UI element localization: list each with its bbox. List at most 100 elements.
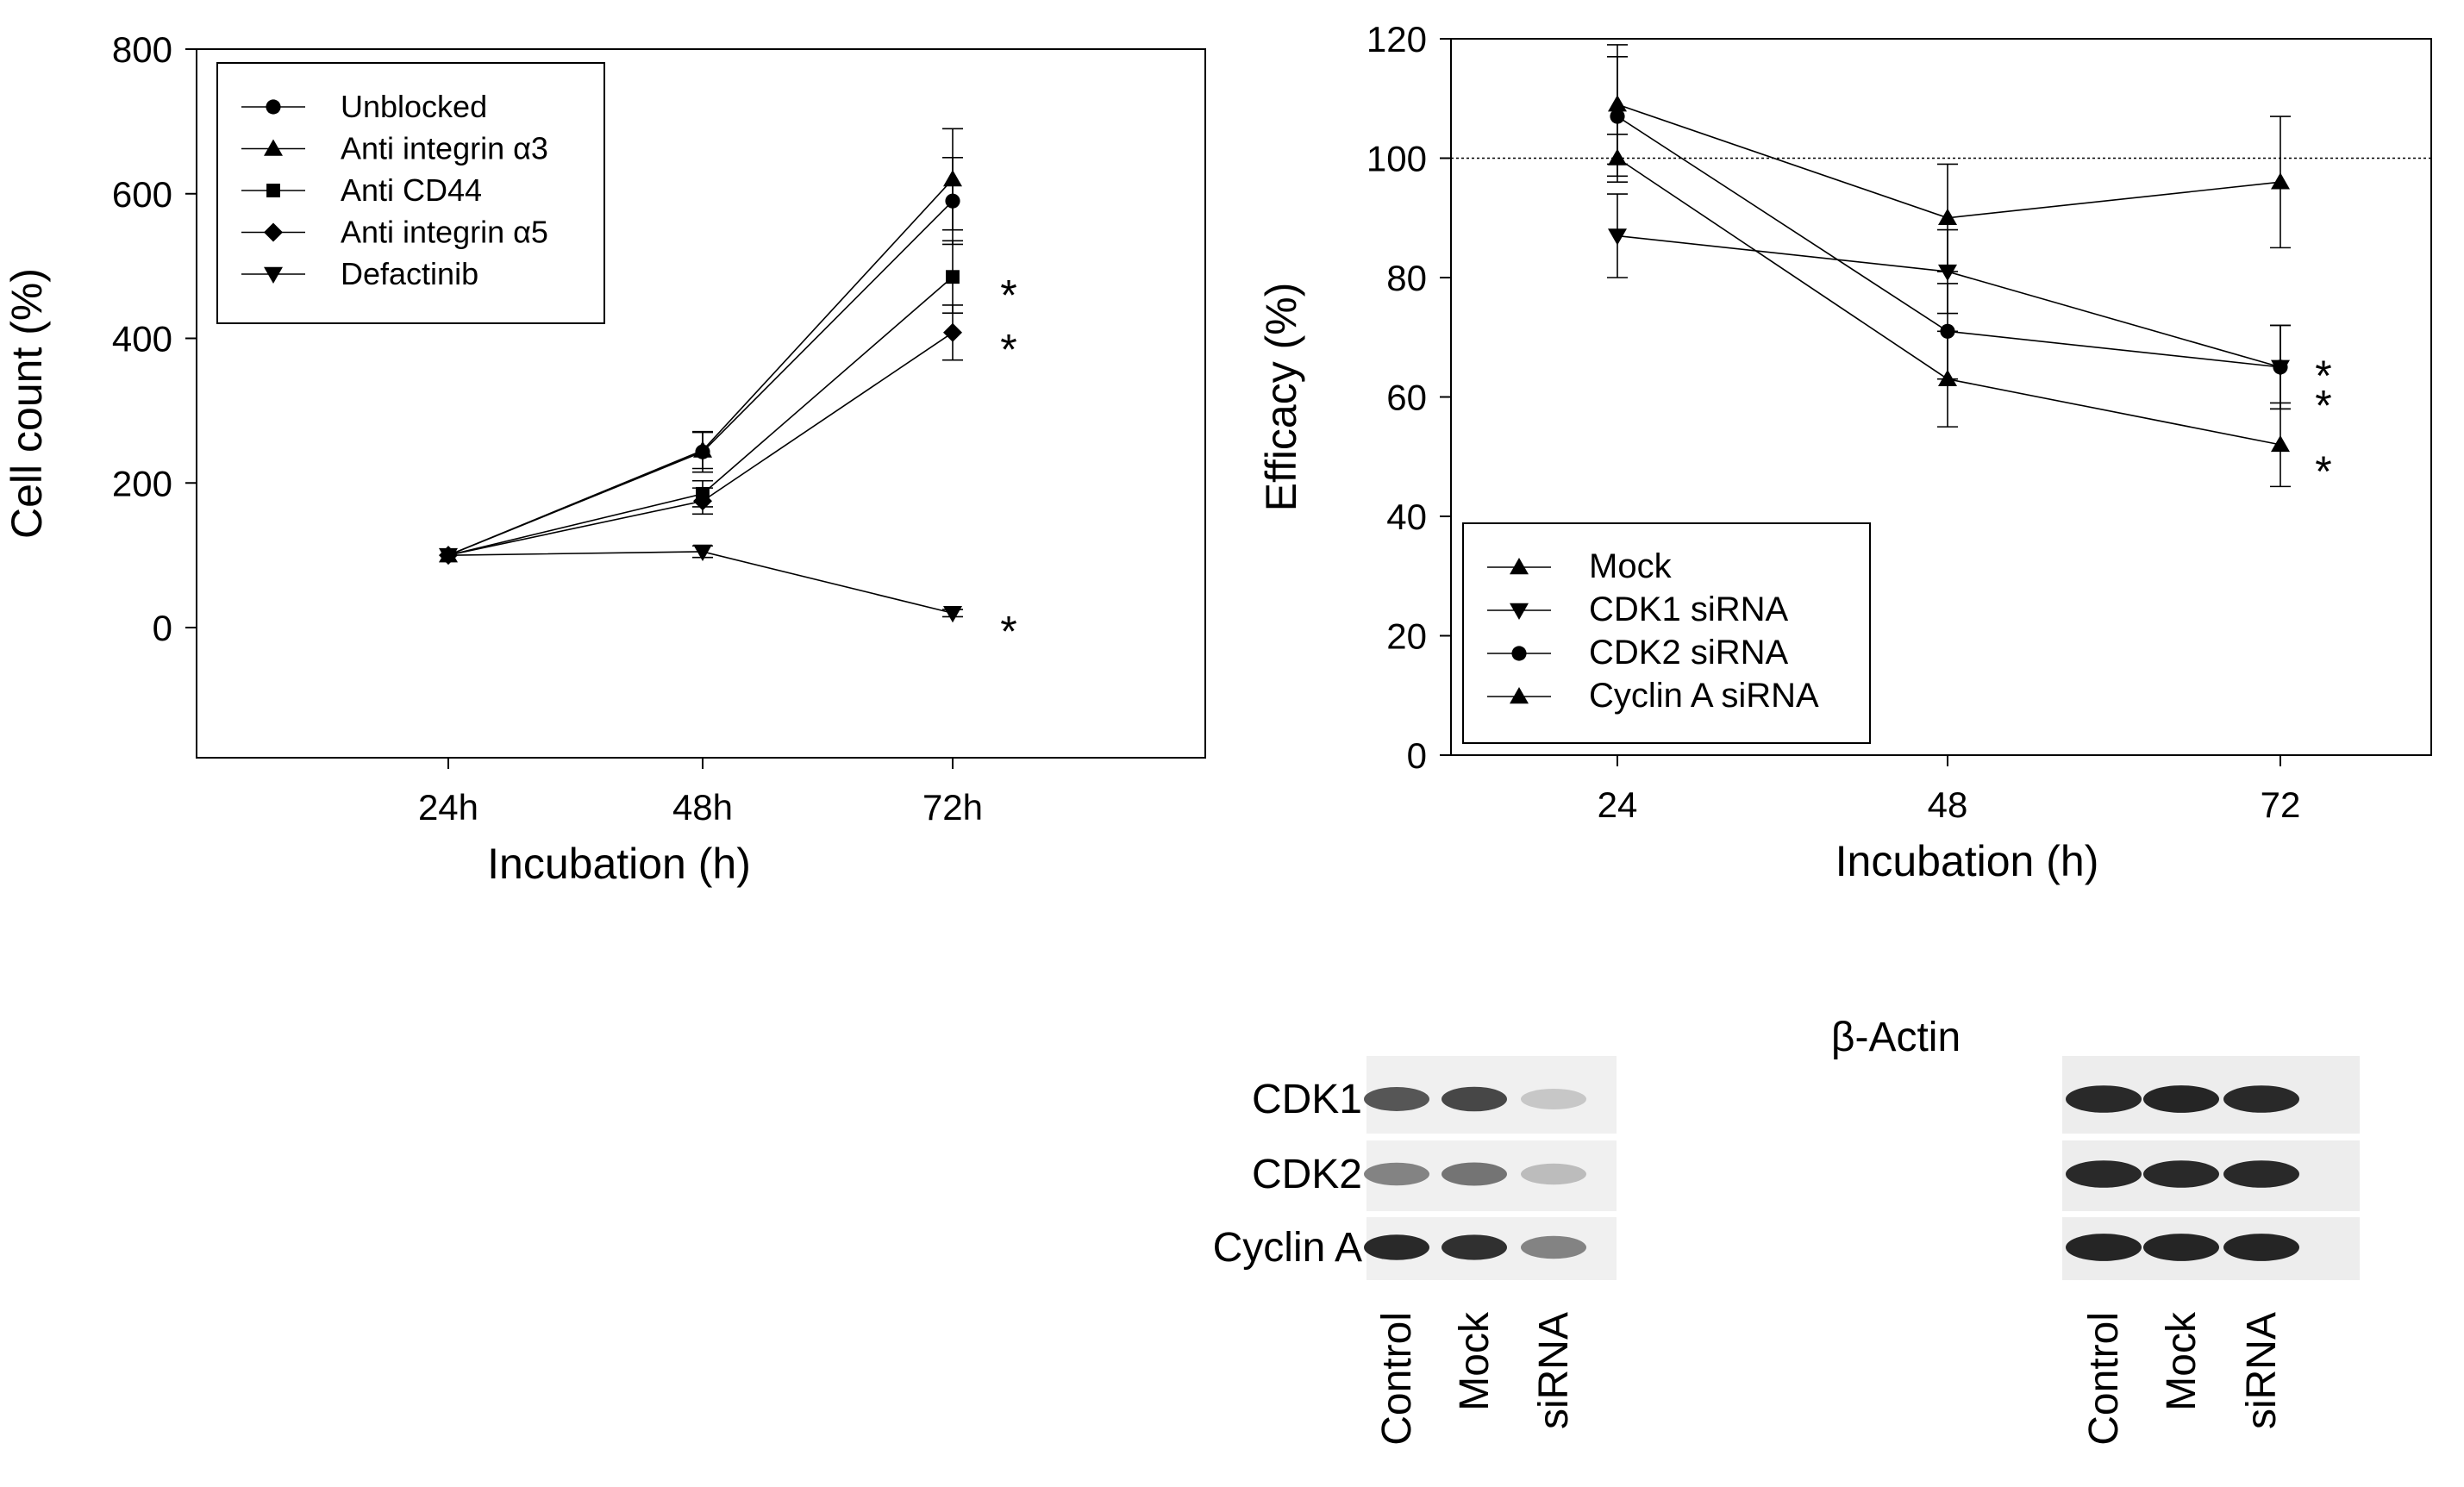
- y-axis-label: Efficacy (%): [1257, 283, 1305, 512]
- data-point: [2273, 359, 2288, 375]
- x-tick-label: 48: [1928, 784, 1968, 825]
- data-point: [439, 547, 458, 565]
- y-tick-label: 60: [1386, 378, 1427, 418]
- legend-marker: [264, 222, 283, 242]
- blot-band-target: [1521, 1163, 1586, 1185]
- blot-band-target: [1521, 1235, 1586, 1259]
- data-point: [693, 440, 712, 458]
- blot-band-actin: [2223, 1160, 2299, 1188]
- series-line: [447, 551, 954, 615]
- y-tick-label: 400: [112, 319, 172, 359]
- y-tick-label: 200: [112, 463, 172, 503]
- significance-star: *: [1000, 607, 1016, 655]
- blot-lane-label: Mock: [1452, 1311, 1498, 1411]
- legend-label: Anti integrin α5: [341, 215, 548, 250]
- western-blot-panel: β-Actin CDK1 CDK2 Cyclin A Control Mock siRNA C…: [1213, 1015, 2360, 1446]
- legend-marker: [266, 184, 280, 197]
- x-axis-label: Incubation (h): [1835, 837, 2099, 885]
- data-point: [943, 322, 962, 342]
- legend-marker: [1510, 558, 1529, 575]
- data-point: [1938, 208, 1957, 225]
- blot-band-target: [1364, 1087, 1429, 1111]
- blot-band-target: [1521, 1089, 1586, 1109]
- y-tick-label: 100: [1366, 139, 1427, 179]
- chart-cell-count: 0 200 400 600 800 24h 48h 72h Incubation (h) Cell…: [3, 29, 1206, 888]
- legend-marker: [1510, 603, 1529, 620]
- x-tick-label: 72: [2261, 784, 2301, 825]
- blot-band-actin: [2066, 1160, 2142, 1188]
- data-point: [1608, 228, 1627, 246]
- x-tick-label: 24: [1598, 784, 1638, 825]
- x-axis-label: Incubation (h): [487, 840, 751, 888]
- blot-row-label: CDK1: [1252, 1077, 1362, 1122]
- blot-lane-label: siRNA: [1531, 1312, 1577, 1429]
- series-line: [447, 332, 954, 556]
- series-line: [1617, 234, 2281, 368]
- x-tick-label: 48h: [672, 787, 733, 828]
- legend-marker: [266, 99, 281, 115]
- y-tick-label: 120: [1366, 19, 1427, 59]
- blot-band-actin: [2066, 1085, 2142, 1113]
- blot-band-target: [1442, 1086, 1507, 1112]
- data-point: [1610, 109, 1625, 124]
- blot-band-target: [1442, 1162, 1507, 1186]
- blot-lane-label: Mock: [2159, 1311, 2204, 1411]
- data-point: [2271, 434, 2290, 453]
- legend-label: Unblocked: [341, 89, 487, 124]
- data-point: [943, 605, 962, 623]
- blot-band-actin: [2223, 1085, 2299, 1113]
- blot-lane-label: siRNA: [2239, 1312, 2285, 1429]
- data-point: [1608, 148, 1627, 166]
- series-line: [1617, 157, 2281, 446]
- data-point: [693, 544, 712, 561]
- legend-box: [1462, 522, 1871, 744]
- legend-marker: [1511, 646, 1527, 661]
- y-tick-label: 20: [1386, 616, 1427, 657]
- legend-label: Mock: [1589, 547, 1673, 585]
- blot-band-actin: [2143, 1160, 2219, 1188]
- y-tick-label: 40: [1386, 497, 1427, 537]
- series-line: [1617, 103, 2281, 219]
- x-tick-label: 72h: [922, 787, 983, 828]
- legend-marker: [1510, 687, 1529, 704]
- significance-star: *: [1000, 271, 1016, 319]
- x-tick-label: 24h: [418, 787, 478, 828]
- blot-band-actin: [2223, 1234, 2299, 1261]
- legend-label: Defactinib: [341, 256, 478, 291]
- blot-band-actin: [2066, 1234, 2142, 1261]
- blot-row-label: Cyclin A: [1213, 1225, 1362, 1271]
- y-tick-label: 600: [112, 174, 172, 215]
- significance-star: *: [2315, 352, 2331, 400]
- data-point: [943, 169, 962, 187]
- blot-band-target: [1364, 1234, 1429, 1260]
- legend-marker: [264, 266, 283, 284]
- data-point: [693, 491, 712, 511]
- significance-star: *: [2315, 447, 2331, 496]
- data-point: [2271, 172, 2290, 190]
- plot-frame: [196, 48, 1206, 759]
- data-point: [1938, 369, 1957, 386]
- significance-star: *: [1000, 325, 1016, 373]
- blot-row-label: CDK2: [1252, 1152, 1362, 1197]
- blot-band-actin: [2143, 1085, 2219, 1113]
- data-point: [946, 270, 960, 284]
- blot-band-target: [1364, 1162, 1429, 1186]
- data-point: [1938, 264, 1957, 282]
- legend-marker: [264, 139, 283, 156]
- significance-star: *: [2315, 382, 2331, 430]
- legend-label: Anti CD44: [341, 172, 482, 208]
- y-tick-label: 0: [153, 608, 172, 648]
- chart-efficacy: 0 20 40 60 80 100 120 24 48 72 Incubation (h) Effic…: [1257, 19, 2432, 885]
- y-tick-label: 800: [112, 29, 172, 70]
- blot-lane-label: Control: [1374, 1312, 1420, 1446]
- legend-label: CDK2 siRNA: [1589, 634, 1788, 672]
- legend-label: Anti integrin α3: [341, 131, 548, 166]
- blot-header: β-Actin: [1831, 1015, 1961, 1060]
- blot-band-target: [1442, 1234, 1507, 1260]
- legend-label: Cyclin A siRNA: [1589, 677, 1819, 715]
- blot-lane-label: Control: [2081, 1312, 2127, 1446]
- legend-label: CDK1 siRNA: [1589, 590, 1788, 628]
- blot-band-actin: [2143, 1234, 2219, 1261]
- y-tick-label: 0: [1407, 735, 1427, 776]
